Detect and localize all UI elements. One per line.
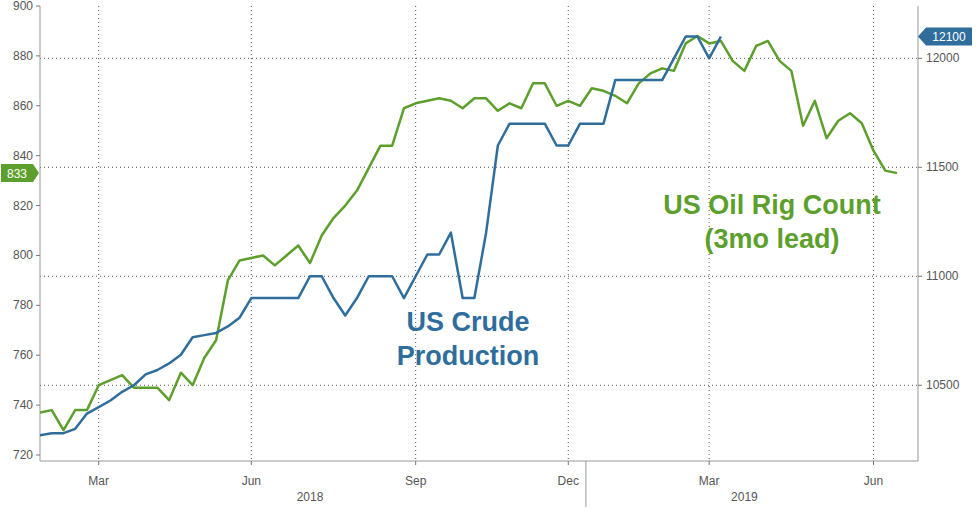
y2-tick [918,167,922,168]
y-tick [36,355,40,356]
grid-line [415,6,416,461]
y-tick [36,305,40,306]
grid-line [568,6,569,461]
y-tick [36,105,40,106]
x-tick-label: Mar [699,474,720,488]
y-tick [36,455,40,456]
y-tick [36,55,40,56]
x-tick-label: Mar [88,474,109,488]
y-tick-label: 840 [13,149,33,163]
axis-callout [1,164,39,182]
y2-axis-line [918,6,919,461]
legend-label-line: (3mo lead) [704,224,839,254]
x-tick [873,461,874,465]
y2-tick-label: 12000 [926,51,960,65]
grid-line [251,6,252,461]
series-line [40,37,721,436]
y-tick-label: 880 [13,49,33,63]
y2-tick [918,58,922,59]
x-tick-label: Sep [405,474,427,488]
y-tick [36,405,40,406]
x-group-label: 2018 [297,490,324,504]
legend-label-line: Production [397,341,540,371]
legend-label: US Crude Production [397,307,540,371]
y-tick-label: 740 [13,398,33,412]
y-tick-label: 800 [13,248,33,262]
y-tick [36,205,40,206]
x-tick-label: Jun [242,474,261,488]
grid-line [40,385,918,386]
axis-callout [918,28,972,46]
x-tick [709,461,710,465]
legend-label-line: US Crude [406,307,529,337]
y-tick [36,155,40,156]
series-line [40,36,897,430]
y-tick-label: 860 [13,99,33,113]
y2-tick [918,385,922,386]
chart-svg: 720 740 760 780 800 820 840 860 880 900 10500 11000… [0,0,976,511]
y2-tick-label: 11500 [926,160,959,174]
x-tick [98,461,99,465]
y-tick-label: 760 [13,348,33,362]
axis-callout-label: 833 [7,167,27,181]
x-group-separator [585,461,586,507]
grid-line [40,58,918,59]
y-tick [36,255,40,256]
y-tick-label: 780 [13,298,33,312]
x-tick [415,461,416,465]
y-tick [36,6,40,7]
x-tick [568,461,569,465]
x-tick-label: Jun [864,474,883,488]
background [0,0,976,511]
x-group-label: 2019 [731,490,758,504]
y-tick-label: 720 [13,448,33,462]
y-axis-line [40,6,41,461]
x-tick-label: Dec [558,474,579,488]
y2-tick-label: 11000 [926,269,959,283]
grid-line [873,6,874,461]
x-axis-line [40,461,918,462]
y2-tick [918,276,922,277]
grid-line [98,6,99,461]
legend-label-line: US Oil Rig Count [663,190,880,220]
grid-line [40,167,918,168]
legend-label: US Oil Rig Count (3mo lead) [663,190,880,254]
chart-container: 720 740 760 780 800 820 840 860 880 900 10500 11000… [0,0,976,511]
plot-area [40,36,897,435]
y-tick-label: 820 [13,199,33,213]
y2-tick-label: 10500 [926,378,960,392]
x-tick [251,461,252,465]
y-tick-label: 900 [13,0,33,13]
axis-callout-label: 12100 [932,30,966,44]
